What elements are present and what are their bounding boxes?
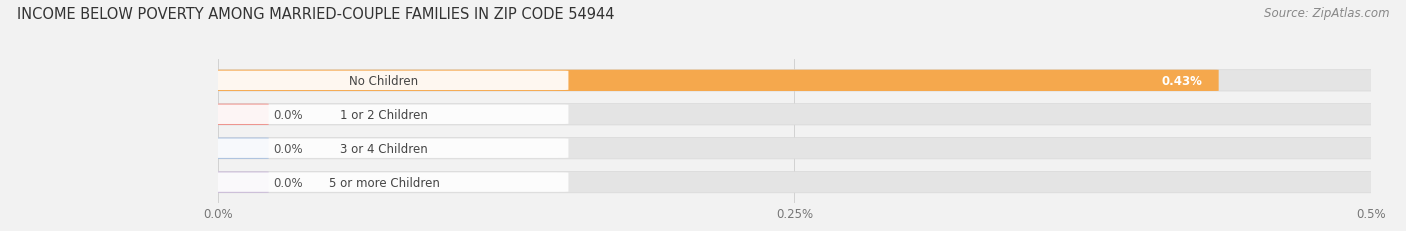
Text: 0.43%: 0.43% (1161, 75, 1202, 88)
Text: Source: ZipAtlas.com: Source: ZipAtlas.com (1264, 7, 1389, 20)
FancyBboxPatch shape (208, 104, 1381, 125)
FancyBboxPatch shape (200, 173, 568, 192)
FancyBboxPatch shape (208, 172, 269, 193)
FancyBboxPatch shape (208, 138, 1381, 159)
Text: INCOME BELOW POVERTY AMONG MARRIED-COUPLE FAMILIES IN ZIP CODE 54944: INCOME BELOW POVERTY AMONG MARRIED-COUPL… (17, 7, 614, 22)
Text: 5 or more Children: 5 or more Children (329, 176, 440, 189)
FancyBboxPatch shape (208, 172, 1381, 193)
Text: 0.0%: 0.0% (273, 176, 302, 189)
FancyBboxPatch shape (208, 138, 269, 159)
Text: 0.0%: 0.0% (273, 108, 302, 121)
FancyBboxPatch shape (200, 105, 568, 125)
FancyBboxPatch shape (208, 70, 1381, 92)
Text: 1 or 2 Children: 1 or 2 Children (340, 108, 427, 121)
Text: 0.0%: 0.0% (273, 142, 302, 155)
FancyBboxPatch shape (208, 104, 269, 125)
Text: No Children: No Children (349, 75, 419, 88)
FancyBboxPatch shape (208, 70, 1219, 92)
Text: 3 or 4 Children: 3 or 4 Children (340, 142, 427, 155)
FancyBboxPatch shape (200, 71, 568, 91)
FancyBboxPatch shape (200, 139, 568, 158)
